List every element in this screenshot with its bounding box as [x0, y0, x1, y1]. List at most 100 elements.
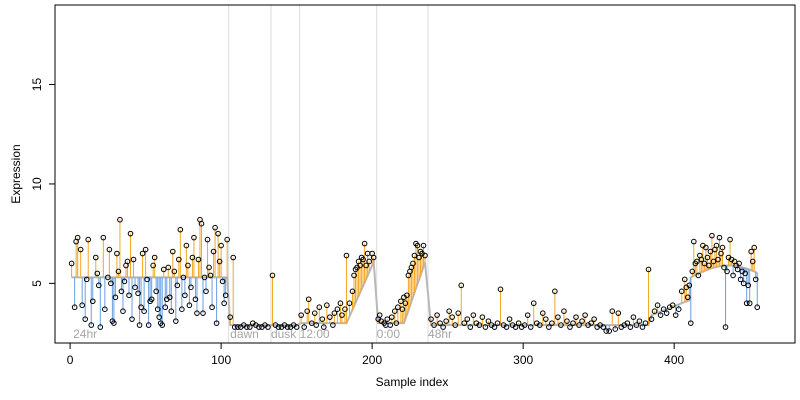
data-point [194, 310, 200, 316]
y-axis: 5 10 15 [30, 78, 56, 287]
data-point [740, 280, 747, 287]
data-point [443, 318, 449, 324]
data-point [461, 320, 468, 326]
data-point [588, 320, 594, 326]
data-point [83, 276, 90, 283]
data-point [71, 304, 78, 311]
data-point [182, 292, 188, 299]
data-point [449, 314, 455, 320]
data-point [748, 248, 755, 255]
data-point [624, 320, 631, 326]
data-point [176, 256, 182, 263]
data-point [669, 302, 676, 309]
data-point [411, 252, 418, 259]
data-point [727, 236, 733, 243]
data-point [121, 278, 128, 285]
data-point [719, 244, 726, 251]
data-point [204, 236, 211, 243]
data-point [351, 272, 357, 279]
data-point [203, 288, 209, 295]
section-label: dusk [271, 327, 297, 341]
data-point [230, 254, 237, 261]
data-point [648, 316, 655, 322]
data-point [546, 324, 552, 330]
data-point [135, 290, 141, 297]
data-point [387, 322, 394, 328]
data-point [132, 284, 138, 291]
data-point [746, 300, 753, 307]
data-point [106, 246, 113, 253]
data-point [144, 276, 150, 283]
data-point [313, 322, 320, 328]
data-point [506, 316, 513, 322]
data-point [536, 322, 543, 328]
data-point [188, 284, 194, 291]
data-point [633, 322, 640, 328]
y-tick-label: 10 [30, 177, 44, 191]
data-point [216, 258, 223, 265]
data-point [337, 300, 344, 307]
data-point [416, 254, 422, 261]
data-point [482, 324, 489, 330]
data-point [376, 312, 383, 318]
data-point [105, 274, 111, 281]
data-point [742, 270, 748, 277]
data-point [455, 310, 462, 316]
data-point [222, 292, 229, 299]
data-point [579, 318, 585, 324]
data-point [139, 250, 146, 257]
section-label: 0:00 [377, 327, 401, 341]
data-point [247, 324, 253, 330]
data-point [730, 272, 736, 279]
data-point [165, 264, 172, 271]
data-point [464, 316, 471, 322]
data-point [639, 324, 646, 330]
data-point [115, 268, 122, 275]
data-point [684, 294, 691, 301]
data-point [458, 282, 465, 289]
data-point [111, 320, 117, 326]
data-point [687, 320, 694, 326]
data-point [745, 282, 751, 289]
data-point [117, 216, 123, 223]
data-point [154, 306, 161, 313]
data-point [100, 234, 107, 241]
data-point [120, 308, 126, 314]
data-point [215, 230, 221, 237]
data-point [156, 314, 163, 320]
data-point [195, 256, 202, 263]
data-point [672, 312, 679, 318]
data-point [361, 240, 368, 247]
y-axis-title: Expression [9, 144, 23, 203]
data-point [603, 328, 610, 334]
data-point [694, 258, 700, 265]
data-point [357, 262, 363, 269]
data-point [148, 296, 155, 303]
data-point [722, 324, 729, 330]
data-point [102, 306, 108, 313]
data-point [686, 282, 693, 289]
data-point [434, 312, 440, 318]
data-point [213, 320, 220, 326]
data-point [231, 324, 238, 330]
data-point [334, 306, 341, 313]
data-point [606, 328, 613, 334]
data-point [713, 242, 720, 249]
data-point [256, 324, 262, 330]
data-point [138, 304, 144, 311]
x-tick-label: 400 [664, 353, 684, 367]
data-point [234, 324, 241, 330]
section-label: 24hr [73, 327, 97, 341]
data-point [521, 322, 528, 328]
data-point [136, 322, 143, 328]
data-point [561, 308, 567, 314]
data-point [555, 314, 561, 320]
data-point [275, 324, 282, 330]
data-point [530, 300, 537, 307]
data-point [570, 320, 576, 326]
data-point [420, 242, 427, 249]
data-point [552, 288, 558, 295]
data-point [395, 304, 401, 311]
data-point [663, 310, 670, 316]
data-point [79, 302, 85, 309]
